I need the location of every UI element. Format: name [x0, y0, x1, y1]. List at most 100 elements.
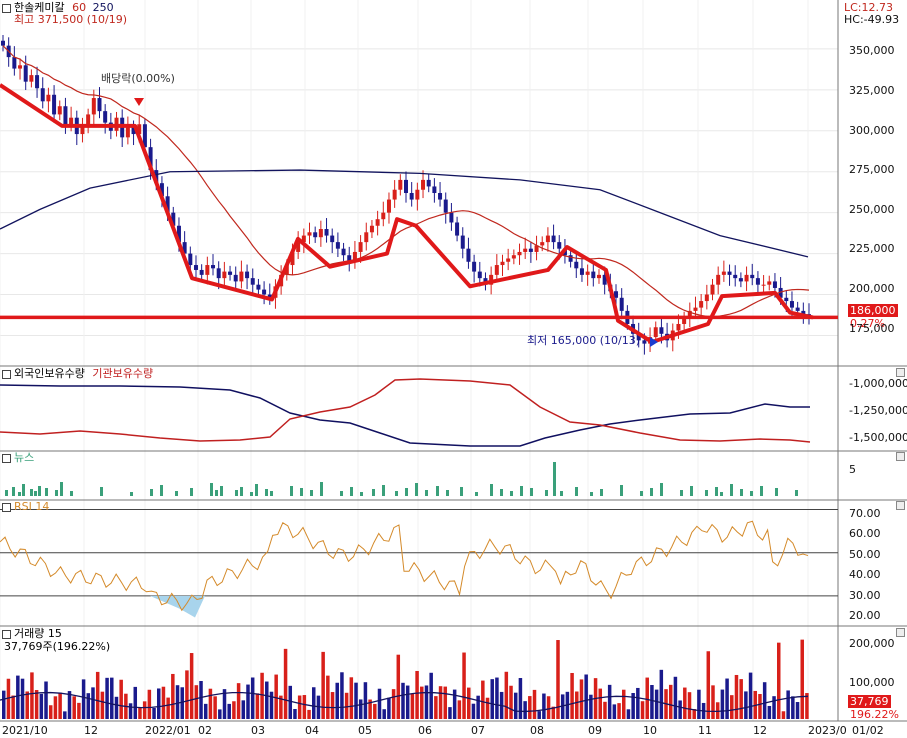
news-bar	[640, 491, 643, 496]
volume-bar	[279, 695, 283, 719]
ma60-line	[2, 45, 810, 318]
candle-body	[386, 199, 391, 213]
news-bar	[510, 491, 513, 496]
news-bar	[436, 486, 439, 496]
volume-bar	[321, 651, 325, 719]
volume-bar	[157, 688, 161, 719]
candle-body	[614, 291, 619, 298]
news-bar	[320, 482, 323, 496]
price-tick: 225,000	[849, 242, 895, 255]
volume-bar	[288, 685, 293, 719]
volume-bar	[25, 691, 29, 719]
volume-bar	[420, 686, 424, 719]
news-bar	[100, 487, 103, 496]
candle-body	[97, 98, 102, 112]
candle-body	[511, 255, 516, 259]
news-bar	[290, 486, 293, 496]
news-bar	[500, 489, 503, 496]
volume-bar	[532, 689, 537, 719]
volume-bar	[293, 709, 297, 719]
candle-body	[40, 88, 45, 102]
candle-body	[676, 323, 681, 331]
volume-bar	[2, 690, 6, 719]
pane-menu-icon[interactable]	[2, 502, 11, 512]
pane-close-icon[interactable]	[896, 452, 905, 461]
volume-bar	[138, 707, 142, 719]
candle-body	[551, 235, 556, 243]
news-label: 뉴스	[14, 451, 35, 464]
ma60-label: 60	[72, 1, 87, 14]
volume-bar	[537, 711, 541, 719]
candle-body	[318, 229, 323, 238]
ma250-line	[0, 169, 809, 258]
volume-bar	[518, 678, 523, 719]
candle-body	[347, 255, 352, 262]
volume-bar	[95, 671, 100, 719]
volume-bar	[457, 700, 462, 719]
volume-bar	[758, 693, 762, 719]
candle-body	[744, 274, 749, 282]
candle-body	[778, 287, 783, 298]
rsi-tick: 20.00	[849, 609, 881, 622]
news-bar	[310, 490, 313, 496]
low-label: 최저 165,000 (10/13)	[527, 334, 641, 347]
pane-close-icon[interactable]	[896, 501, 905, 510]
candle-body	[182, 242, 187, 254]
volume-bar	[405, 685, 410, 719]
candle-body	[693, 307, 698, 311]
candle-body	[449, 212, 454, 223]
rsi-oversold-fill	[150, 595, 205, 618]
news-bar	[490, 484, 493, 496]
volume-bar	[161, 686, 166, 719]
news-bar	[720, 492, 723, 496]
candle-body	[290, 251, 295, 266]
candle-body	[432, 186, 437, 194]
candle-body	[494, 265, 499, 275]
pane-menu-icon[interactable]	[2, 629, 11, 639]
news-bar	[395, 491, 398, 496]
candle-body	[375, 219, 380, 226]
holdings-tick: -1,250,000	[849, 404, 907, 417]
candle-body	[659, 327, 664, 334]
volume-bar	[203, 703, 208, 719]
volume-bar	[668, 684, 673, 719]
candle-body	[404, 179, 408, 194]
x-tick: 07	[471, 724, 485, 737]
x-tick: 06	[418, 724, 432, 737]
candle-body	[767, 281, 772, 285]
volume-bar	[302, 695, 307, 719]
volume-bar	[232, 701, 236, 719]
price-tick: 325,000	[849, 84, 895, 97]
pane-close-icon[interactable]	[896, 628, 905, 637]
volume-bar	[274, 674, 278, 719]
volume-bar	[434, 696, 438, 719]
volume-bar	[368, 699, 372, 719]
candle-body	[364, 232, 369, 243]
volume-bar	[16, 675, 20, 719]
pane-menu-icon[interactable]	[2, 3, 11, 13]
volume-bar	[401, 682, 405, 719]
price-tick: 250,000	[849, 203, 895, 216]
pane-menu-icon[interactable]	[2, 369, 11, 379]
news-bar	[740, 489, 743, 496]
pane-menu-icon[interactable]	[2, 453, 11, 463]
volume-bar	[476, 695, 480, 719]
candle-body	[568, 255, 573, 262]
volume-bar	[6, 678, 11, 719]
candle-body	[29, 75, 34, 82]
news-bar	[590, 492, 593, 496]
news-bar	[660, 483, 663, 496]
news-bar	[425, 490, 428, 496]
candle-body	[699, 301, 704, 308]
volume-bar	[542, 693, 546, 719]
candle-body	[335, 242, 340, 249]
news-bar	[730, 484, 733, 496]
volume-bar	[617, 703, 621, 719]
volume-bar	[312, 687, 316, 719]
volume-bar	[241, 700, 246, 719]
candle-body	[267, 294, 272, 298]
pane-close-icon[interactable]	[896, 368, 905, 377]
price-tick: 275,000	[849, 163, 895, 176]
candle-body	[710, 284, 715, 295]
